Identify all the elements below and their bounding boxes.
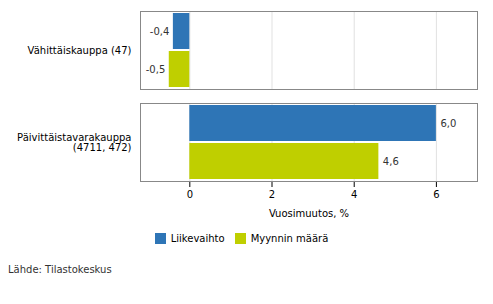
svg-text:-0,5: -0,5 xyxy=(146,64,166,75)
html-text:Liikevaihto: Liikevaihto xyxy=(170,233,225,244)
svg-text:2: 2 xyxy=(269,189,275,200)
svg-text:Päivittäistavarakauppa(4711, 4: Päivittäistavarakauppa(4711, 472) xyxy=(17,132,131,153)
svg-text:-0,4: -0,4 xyxy=(150,26,170,37)
svg-text:4,6: 4,6 xyxy=(383,156,399,167)
svg-text:Vuosimuutos, %: Vuosimuutos, % xyxy=(269,208,349,219)
svg-text:0: 0 xyxy=(187,189,193,200)
svg-text:4: 4 xyxy=(351,189,357,200)
html-text:Myynnin määrä: Myynnin määrä xyxy=(250,233,329,244)
svg-text:6: 6 xyxy=(433,189,439,200)
svg-text:6,0: 6,0 xyxy=(440,118,456,129)
html-text:Lähde: Tilastokeskus: Lähde: Tilastokeskus xyxy=(8,264,112,275)
svg-text:Vähittäiskauppa (47): Vähittäiskauppa (47) xyxy=(28,45,132,56)
